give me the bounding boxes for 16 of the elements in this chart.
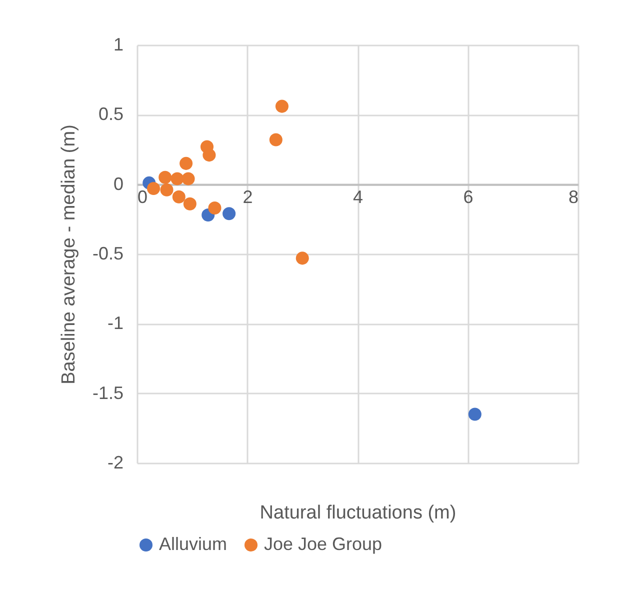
x-axis-title: Natural fluctuations (m): [260, 502, 456, 524]
x-tick-label: 2: [242, 186, 253, 207]
y-tick-label: -2: [107, 452, 124, 472]
y-tick-label: 0: [113, 174, 124, 194]
y-tick-label: -1: [107, 313, 124, 334]
y-axis-title: Baseline average - median (m): [58, 124, 80, 384]
x-tick-label: 0: [138, 186, 148, 207]
x-tick-label: 6: [463, 186, 474, 207]
y-tick-label: 0.5: [98, 104, 124, 124]
x-tick-label: 8: [568, 186, 578, 207]
y-tick-label: -1.5: [92, 382, 124, 403]
x-tick-label: 4: [352, 186, 364, 207]
legend-label: Alluvium: [159, 534, 228, 554]
y-tick-label: -0.5: [92, 244, 124, 264]
legend-label: Joe Joe Group: [264, 534, 382, 554]
y-tick-label: 1: [113, 34, 124, 54]
